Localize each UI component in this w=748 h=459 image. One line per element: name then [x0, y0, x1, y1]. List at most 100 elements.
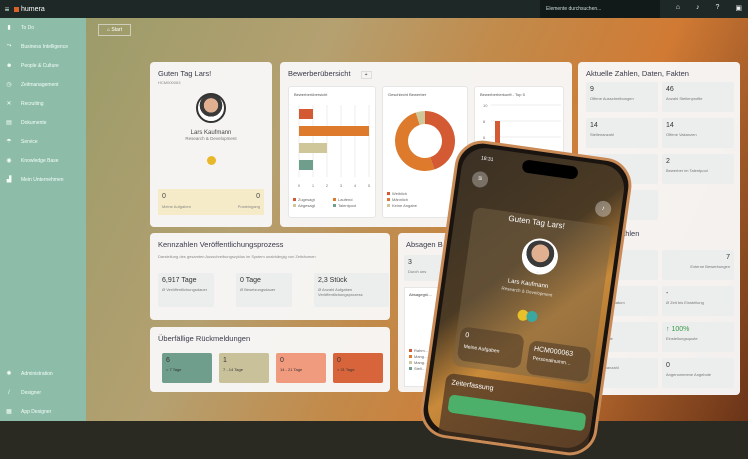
- legend-item: Zugesagt: [293, 197, 333, 203]
- sidebar-item-0[interactable]: ▮ To Do: [0, 18, 86, 37]
- stat-inbox[interactable]: 0 Posteingang: [237, 193, 260, 209]
- publication-card: Kennzahlen Veröffentlichungsprozess Dars…: [150, 233, 390, 320]
- sidebar-item-4[interactable]: ✕ Recruiting: [0, 94, 86, 113]
- kpi-tile[interactable]: ↑ 100% Einstellungsquote: [662, 322, 734, 352]
- top-bar: ≡ humera Elemente durchsuchen... ⌂ ♪ ? ▣: [0, 0, 748, 18]
- phone-bell-icon[interactable]: ♪: [594, 199, 613, 218]
- publication-tile[interactable]: 2,3 Stück Ø Anzahl Aufgaben Veröffentlich…: [314, 273, 389, 307]
- chart-title: Bewerberherkunft - Top 5: [480, 92, 525, 97]
- legend-item: Mang…: [409, 354, 429, 360]
- publication-tile[interactable]: 6,917 Tage Ø Veröffentlichungsdauer: [158, 273, 214, 307]
- bar-Talentpool: [299, 160, 313, 170]
- chart-title: Bewerberübersicht: [294, 92, 328, 97]
- legend-item: Mang…: [409, 360, 429, 366]
- bar-Laufend: [299, 126, 369, 136]
- recruiting-icon: ✕: [6, 101, 12, 107]
- app-icon: ▦: [6, 409, 12, 415]
- fact-tile[interactable]: 14 Offene Vakanzen: [662, 118, 734, 148]
- publication-title: Kennzahlen Veröffentlichungsprozess: [158, 240, 284, 249]
- publication-tile[interactable]: 0 Tage Ø Besetzungsdauer: [236, 273, 292, 307]
- bar-Abgesagt: [299, 143, 327, 153]
- add-button[interactable]: +: [360, 71, 372, 79]
- people-icon: ☻: [6, 62, 13, 69]
- rejections-chart-title: Absagegrü…: [409, 292, 433, 297]
- sidebar-item-label: Knowledge Base: [21, 157, 59, 164]
- greeting-stats: 0 Meine Aufgaben 0 Posteingang: [158, 189, 264, 215]
- status-bar-chart: Bewerberübersicht 0 1 2 3 4 5 Zugesagt Laufend…: [288, 86, 376, 218]
- publication-desc: Darstellung des gesamten Ausschreibungsz…: [158, 254, 316, 259]
- bell-icon[interactable]: ♪: [695, 4, 700, 11]
- breadcrumb-start[interactable]: ⌂ Start: [98, 24, 131, 36]
- sidebar-bottom-item-1[interactable]: / Designer: [0, 383, 86, 402]
- employee-name: Lars Kaufmann: [190, 130, 232, 136]
- kpi-tile[interactable]: 7 Externe Bewerbungen: [662, 250, 734, 280]
- sidebar-item-label: Dokumente: [21, 119, 47, 126]
- home-icon[interactable]: ⌂: [675, 4, 680, 11]
- legend-item: Stell…: [409, 366, 429, 372]
- stat-tasks[interactable]: 0 Meine Aufgaben: [162, 193, 191, 209]
- overdue-tile[interactable]: 0 14 - 21 Tage: [276, 353, 326, 383]
- sidebar-item-1[interactable]: ⤳ Business Intelligence: [0, 37, 86, 56]
- fact-tile[interactable]: 9 Offene Ausschreibungen: [586, 82, 658, 112]
- sidebar-item-2[interactable]: ☻ People & Culture: [0, 56, 86, 75]
- dynamic-island: [521, 159, 579, 180]
- y-tick-label: 8: [483, 119, 486, 124]
- overview-title: Bewerberübersicht: [288, 69, 351, 78]
- sidebar-item-5[interactable]: ▤ Dokumente: [0, 113, 86, 132]
- chart-icon: ⤳: [6, 43, 12, 49]
- sidebar-item-7[interactable]: ◉ Knowledge Base: [0, 151, 86, 170]
- user-icon[interactable]: ▣: [735, 5, 742, 12]
- overdue-tile[interactable]: 6 < 7 Tage: [162, 353, 212, 383]
- x-tick-label: 3: [340, 183, 343, 188]
- sidebar-item-label: Zeitmanagement: [21, 81, 59, 88]
- legend-item: Männlich: [387, 197, 417, 203]
- employee-id: HCM000063: [158, 80, 181, 85]
- document-icon: ▤: [6, 120, 12, 126]
- legend-item: Rahm…: [409, 348, 429, 354]
- brand-name: humera: [21, 5, 45, 13]
- y-tick-label: 6: [483, 135, 486, 140]
- avatar: [196, 93, 226, 123]
- fact-tile[interactable]: 14 Stellenanzahl: [586, 118, 658, 148]
- sidebar: ▮ To Do ⤳ Business Intelligence ☻ People & Cu…: [0, 18, 86, 421]
- help-icon[interactable]: ?: [715, 4, 720, 11]
- building-icon: ▟: [6, 177, 12, 183]
- hamburger-menu-icon[interactable]: ≡: [4, 4, 10, 14]
- gear-icon: ✺: [6, 371, 12, 377]
- phone-start-button[interactable]: [447, 394, 587, 432]
- sidebar-item-label: Business Intelligence: [21, 43, 68, 50]
- employee-dept: Research & Development: [185, 136, 237, 141]
- status-icon[interactable]: [206, 156, 216, 165]
- sidebar-item-8[interactable]: ▟ Mein Unternehmen: [0, 170, 86, 189]
- kpi-tile[interactable]: -Ø Zeit bis Einstellung: [662, 286, 734, 316]
- x-tick-label: 2: [326, 183, 329, 188]
- overdue-tile[interactable]: 0 > 21 Tage: [333, 353, 383, 383]
- sidebar-item-3[interactable]: ◷ Zeitmanagement: [0, 75, 86, 94]
- legend-item: Laufend: [333, 197, 373, 203]
- x-tick-label: 4: [354, 183, 357, 188]
- legend-item: Abgesagt: [293, 203, 333, 209]
- overdue-title: Überfällige Rückmeldungen: [158, 334, 251, 343]
- fact-tile[interactable]: 46 Anzahl Stellenprofile: [662, 82, 734, 112]
- phone-menu-icon[interactable]: ≡: [471, 170, 490, 189]
- sidebar-item-6[interactable]: ☂ Service: [0, 132, 86, 151]
- x-tick-label: 5: [368, 183, 371, 188]
- greeting-card: Guten Tag Lars! HCM000063 Lars Kaufmann …: [150, 62, 272, 227]
- sidebar-item-label: Service: [21, 138, 38, 145]
- legend-item: Weiblich: [387, 191, 417, 197]
- kpi-tile[interactable]: 0 Angenommene Angebote: [662, 358, 734, 388]
- sidebar-bottom-item-0[interactable]: ✺ Administration: [0, 364, 86, 383]
- main-area: ⌂ Start Guten Tag Lars! HCM000063 Lars K…: [86, 18, 748, 421]
- sidebar-item-label: Designer: [21, 389, 42, 396]
- x-tick-label: 0: [298, 183, 301, 188]
- phone-time: 18:31: [480, 155, 494, 164]
- pencil-icon: /: [8, 389, 10, 396]
- search-input[interactable]: Elemente durchsuchen...: [540, 0, 660, 18]
- fact-tile[interactable]: 2 Bewerber im Talentpool: [662, 154, 734, 184]
- sidebar-bottom-item-2[interactable]: ▦ App Designer: [0, 402, 86, 421]
- breadcrumb-label: Start: [111, 27, 122, 33]
- logo[interactable]: humera: [14, 6, 45, 13]
- sidebar-item-label: Administration: [21, 370, 53, 377]
- sidebar-item-label: Mein Unternehmen: [21, 176, 64, 183]
